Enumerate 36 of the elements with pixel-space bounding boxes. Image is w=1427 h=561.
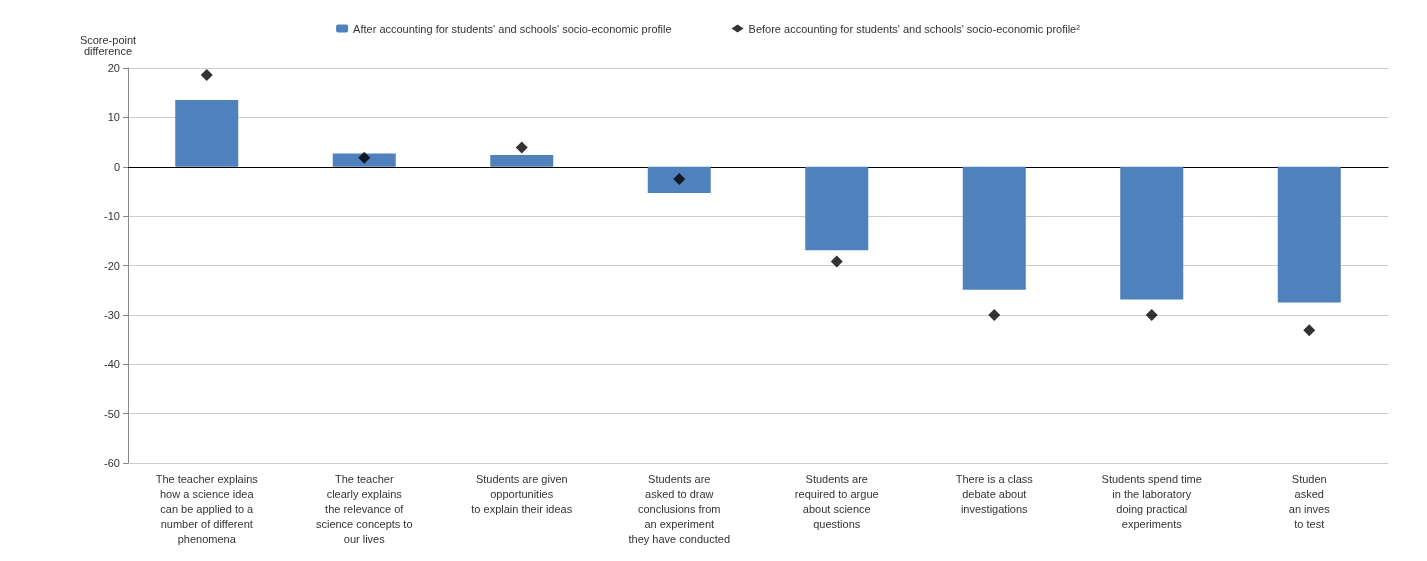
point [515,141,528,154]
bar [332,153,396,167]
point [830,255,843,268]
y-tick-label: -60 [104,457,120,469]
point [1303,324,1316,337]
y-tick-label: -40 [104,358,120,371]
y-tick-label: 0 [113,160,120,173]
y-tick-label: 20 [107,62,120,74]
legend-label: Before accounting for students' and schools' socio-economic profile² [748,22,1081,35]
x-tick-label: Studen asked an inves to test [1288,472,1331,530]
y-tick-label: -10 [104,210,120,223]
bar [1277,166,1341,303]
x-tick-label: Students are given opportunities to explain their ideas [471,472,573,515]
point [673,173,686,186]
bar [1120,166,1184,300]
bar [805,166,869,251]
point [200,68,213,81]
y-tick-label: -20 [104,259,120,272]
y-tick-label: -50 [104,407,120,420]
point [1145,308,1158,321]
y-axis-title: Score-point difference [79,33,137,57]
x-tick-label: The teacher explains how a science idea can be applied to a number of different phenomena [155,472,259,545]
bar [962,166,1026,290]
y-tick-label: 10 [107,111,120,124]
x-tick-label: Students are asked to draw conclusions from an experiment they have conducted [628,472,731,545]
legend-label: After accounting for students' and schools' socio-economic profile [353,22,672,35]
x-tick-label: The teacher clearly explains the relevance of science concepts to our lives [315,472,413,545]
x-tick-label: Students are required to argue about science questions [794,472,879,530]
bar [647,166,711,193]
point [988,308,1001,321]
y-tick-label: -30 [104,308,120,321]
point [358,151,371,164]
x-tick-label: There is a class debate about investigations [955,472,1034,515]
bar [175,100,239,167]
bar [490,154,554,167]
x-tick-label: Students spend time in the laboratory doing practical experiments [1101,472,1202,530]
